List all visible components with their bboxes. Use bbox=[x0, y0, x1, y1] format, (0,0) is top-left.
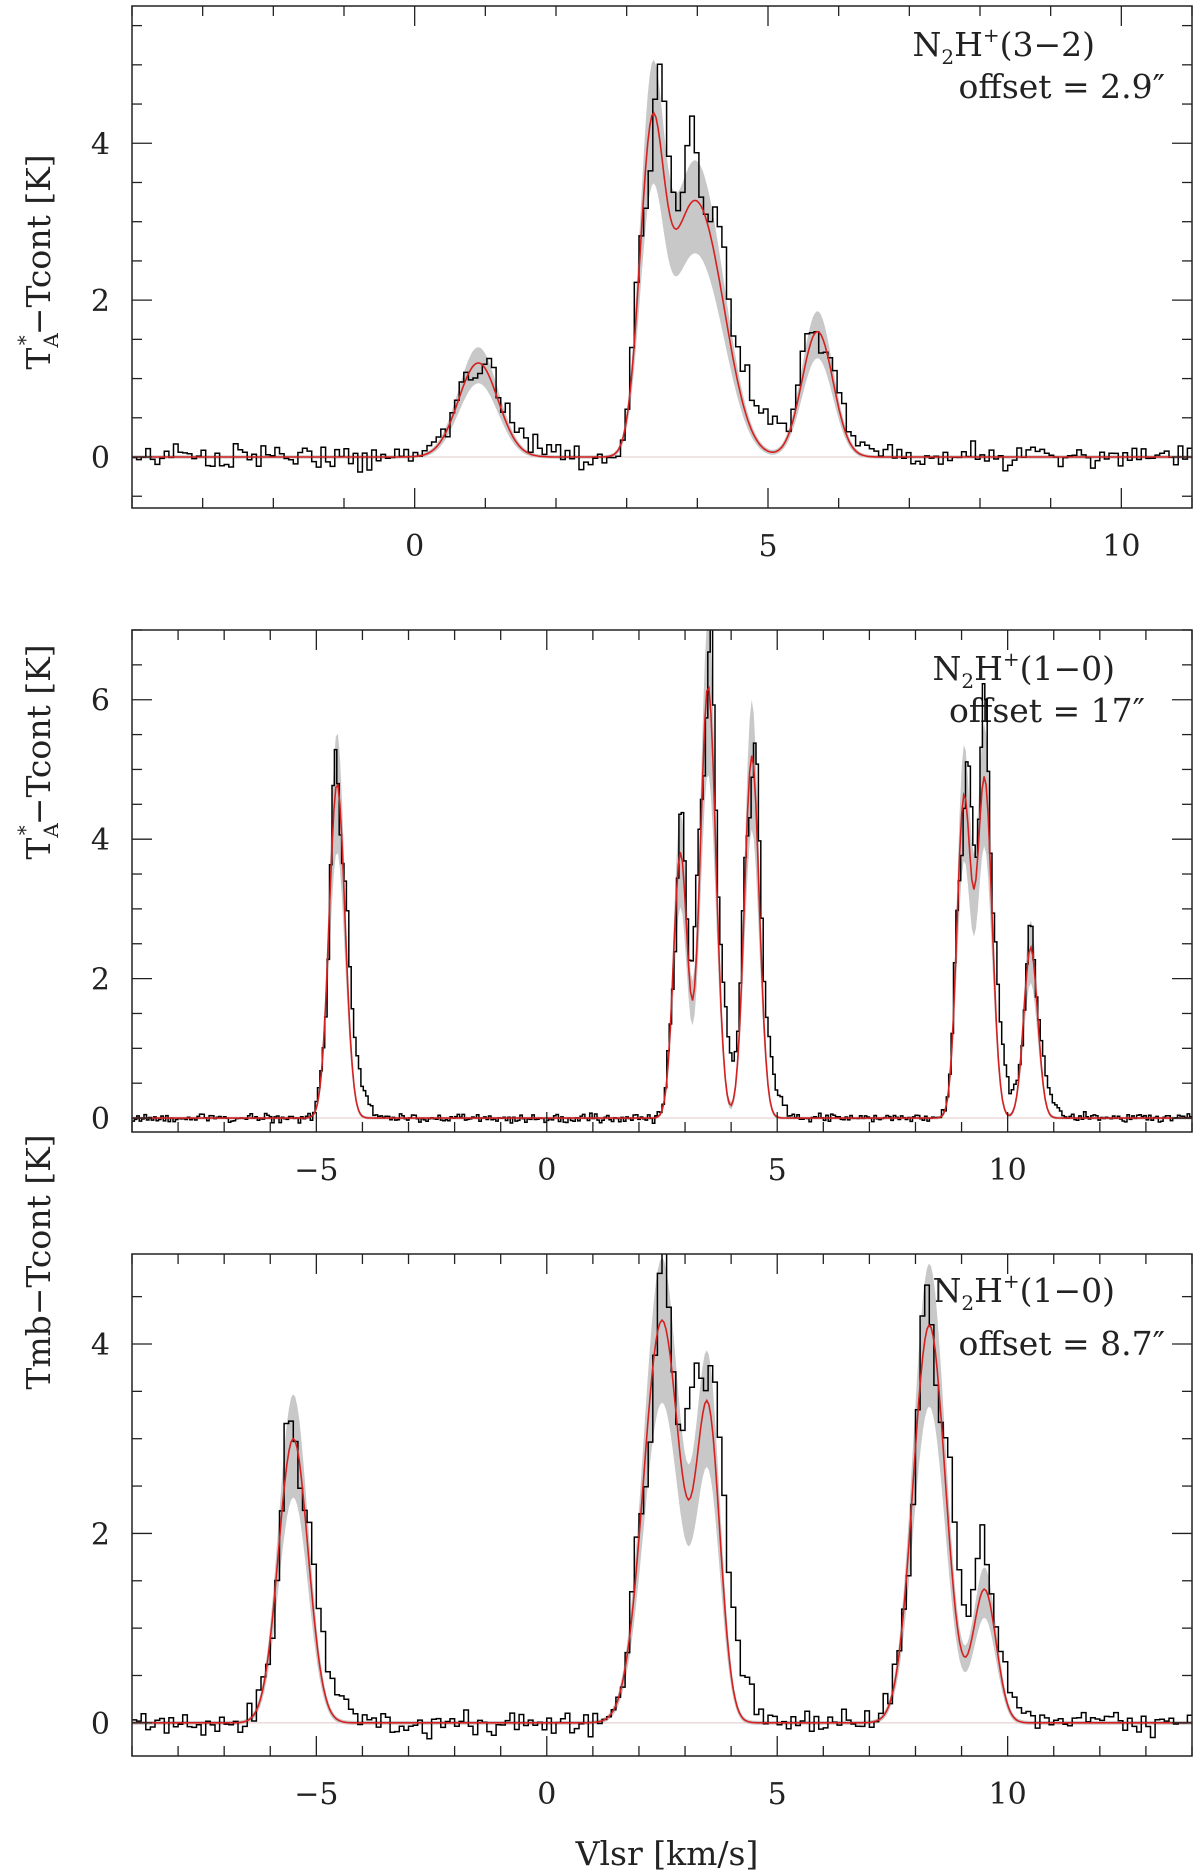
model-fit-curve bbox=[132, 685, 1192, 1119]
x-tick-label: 5 bbox=[758, 529, 777, 564]
uncertainty-band bbox=[132, 59, 1192, 459]
y-tick-label: 0 bbox=[91, 1102, 110, 1137]
uncertainty-band bbox=[132, 1257, 1192, 1725]
y-tick-label: 6 bbox=[91, 684, 110, 719]
y-tick-label: 0 bbox=[91, 1707, 110, 1742]
x-tick-label: 0 bbox=[537, 1153, 556, 1188]
y-tick-label: 4 bbox=[91, 1328, 110, 1363]
plot-frame bbox=[131, 629, 1193, 1133]
annotation-offset-top: offset = 2.9″ bbox=[959, 67, 1165, 106]
x-tick-label: 0 bbox=[405, 529, 424, 564]
annotation-offset-middle: offset = 17″ bbox=[949, 691, 1145, 730]
y-tick-label: 2 bbox=[91, 963, 110, 998]
observed-spectrum bbox=[132, 1254, 1192, 1740]
panel-bottom: Tmb−Tcont [K] N2H+(1−0) offset = 8.7″ −5… bbox=[19, 1134, 1193, 1812]
plot-frame bbox=[131, 1253, 1193, 1757]
x-tick-label: 10 bbox=[1102, 529, 1140, 564]
x-tick-label: −5 bbox=[294, 1153, 338, 1188]
annotation-species-middle: N2H+(1−0) bbox=[932, 647, 1115, 693]
model-fit-curve bbox=[132, 1318, 1192, 1724]
y-tick-label: 2 bbox=[91, 284, 110, 319]
observed-spectrum bbox=[132, 63, 1192, 473]
x-axis-label: Vlsr [km/s] bbox=[575, 1834, 759, 1873]
plot-frame bbox=[131, 5, 1193, 509]
model-fit-curve bbox=[132, 111, 1192, 458]
panel-middle: TA*−Tcont [K] N2H+(1−0) offset = 17″ −5 0… bbox=[13, 629, 1193, 1188]
ylabel-top: TA*−Tcont [K] bbox=[13, 154, 63, 369]
y-tick-label: 4 bbox=[91, 823, 110, 858]
panel-top: TA*−Tcont [K] N2H+(3−2) offset = 2.9″ 0 5… bbox=[13, 5, 1193, 564]
x-tick-label: 0 bbox=[537, 1777, 556, 1812]
annotation-offset-bottom: offset = 8.7″ bbox=[959, 1324, 1165, 1363]
y-tick-label: 4 bbox=[91, 127, 110, 162]
x-tick-label: 5 bbox=[768, 1153, 787, 1188]
x-tick-label: −5 bbox=[294, 1777, 338, 1812]
annotation-species-bottom: N2H+(1−0) bbox=[932, 1269, 1115, 1315]
y-tick-label: 2 bbox=[91, 1517, 110, 1552]
y-tick-label: 0 bbox=[91, 441, 110, 476]
x-tick-label: 10 bbox=[989, 1153, 1027, 1188]
ylabel-middle: TA*−Tcont [K] bbox=[13, 644, 63, 859]
x-tick-label: 5 bbox=[768, 1777, 787, 1812]
ylabel-bottom: Tmb−Tcont [K] bbox=[19, 1134, 58, 1389]
x-tick-label: 10 bbox=[989, 1777, 1027, 1812]
annotation-species-top: N2H+(3−2) bbox=[912, 23, 1095, 69]
observed-spectrum bbox=[132, 630, 1192, 1125]
